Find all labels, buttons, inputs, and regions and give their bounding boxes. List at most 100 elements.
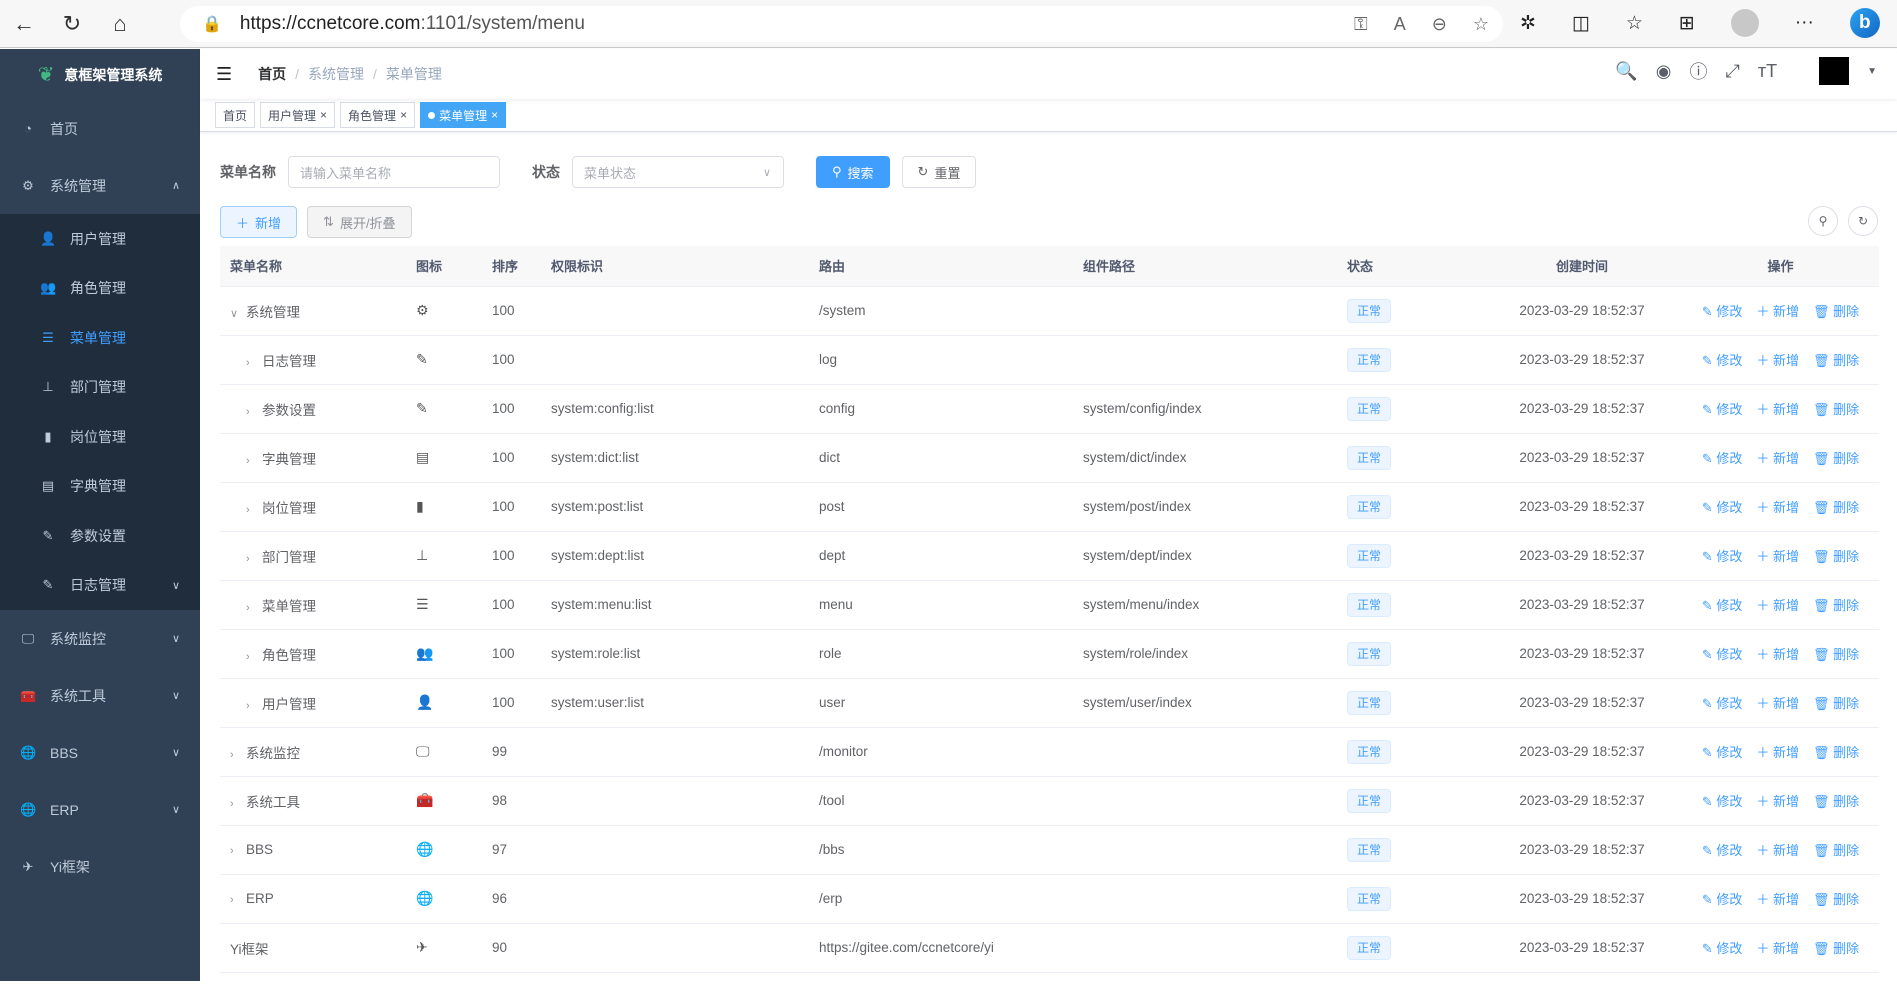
edit-button[interactable]: ✎ 修改 xyxy=(1702,402,1743,417)
question-icon[interactable]: ⓘ xyxy=(1689,62,1708,82)
sidebar-item[interactable]: ✈ Yi框架 xyxy=(0,838,200,895)
sidebar-item[interactable]: 🌐 ERP ∨ xyxy=(0,781,200,838)
favorites-icon[interactable]: ☆ xyxy=(1625,12,1643,34)
delete-button[interactable]: 🗑 删除 xyxy=(1813,941,1859,956)
close-icon[interactable]: × xyxy=(400,108,408,122)
add-child-button[interactable]: ＋ 新增 xyxy=(1756,647,1799,662)
user-avatar[interactable] xyxy=(1819,57,1850,85)
sidebar-item[interactable]: ✎ 参数设置 xyxy=(0,511,200,561)
sidebar-item[interactable]: ▤ 字典管理 xyxy=(0,462,200,512)
chevron-right-icon[interactable]: › xyxy=(246,699,250,712)
delete-button[interactable]: 🗑 删除 xyxy=(1813,304,1859,319)
home-icon[interactable]: ⌂ xyxy=(113,10,127,36)
add-child-button[interactable]: ＋ 新增 xyxy=(1756,451,1799,466)
delete-button[interactable]: 🗑 删除 xyxy=(1813,402,1859,417)
favorite-add-icon[interactable]: ☆ xyxy=(1472,13,1489,34)
refresh-button[interactable]: ↻ xyxy=(1848,206,1878,236)
read-aloud-icon[interactable]: A xyxy=(1393,13,1406,34)
edit-button[interactable]: ✎ 修改 xyxy=(1702,549,1743,564)
edit-button[interactable]: ✎ 修改 xyxy=(1702,745,1743,760)
edit-button[interactable]: ✎ 修改 xyxy=(1702,892,1743,907)
breadcrumb-home[interactable]: 首页 xyxy=(258,66,287,82)
more-icon[interactable]: ··· xyxy=(1794,12,1814,33)
sidebar-item[interactable]: 🌐 BBS ∨ xyxy=(0,724,200,781)
sidebar-item[interactable]: 🧰 系统工具 ∨ xyxy=(0,667,200,724)
chevron-right-icon[interactable]: › xyxy=(246,650,250,663)
edit-button[interactable]: ✎ 修改 xyxy=(1702,304,1743,319)
sidebar-item[interactable]: ☰ 菜单管理 xyxy=(0,313,200,363)
add-child-button[interactable]: ＋ 新增 xyxy=(1756,794,1799,809)
add-child-button[interactable]: ＋ 新增 xyxy=(1756,500,1799,515)
close-icon[interactable]: × xyxy=(491,108,499,122)
delete-button[interactable]: 🗑 删除 xyxy=(1813,500,1859,515)
delete-button[interactable]: 🗑 删除 xyxy=(1813,696,1859,711)
add-child-button[interactable]: ＋ 新增 xyxy=(1756,353,1799,368)
profile-avatar[interactable] xyxy=(1730,9,1759,37)
reset-button[interactable]: ↻ 重置 xyxy=(901,156,977,188)
chevron-down-icon[interactable]: ∨ xyxy=(230,307,239,320)
back-icon[interactable]: ← xyxy=(13,10,35,36)
add-child-button[interactable]: ＋ 新增 xyxy=(1756,304,1799,319)
toggle-search-button[interactable]: ⚲ xyxy=(1808,206,1838,236)
sidebar-item[interactable]: 👤 用户管理 xyxy=(0,214,200,264)
edit-button[interactable]: ✎ 修改 xyxy=(1702,794,1743,809)
chevron-right-icon[interactable]: › xyxy=(246,503,250,516)
bing-icon[interactable]: b xyxy=(1849,8,1880,38)
add-child-button[interactable]: ＋ 新增 xyxy=(1756,696,1799,711)
tag-1[interactable]: 用户管理 × xyxy=(260,102,336,128)
add-child-button[interactable]: ＋ 新增 xyxy=(1756,843,1799,858)
sidebar-item[interactable]: ⊥ 部门管理 xyxy=(0,363,200,413)
edit-button[interactable]: ✎ 修改 xyxy=(1702,353,1743,368)
edit-button[interactable]: ✎ 修改 xyxy=(1702,598,1743,613)
delete-button[interactable]: 🗑 删除 xyxy=(1813,451,1859,466)
sidebar-item[interactable]: ▮ 岗位管理 xyxy=(0,412,200,462)
delete-button[interactable]: 🗑 删除 xyxy=(1813,843,1859,858)
add-child-button[interactable]: ＋ 新增 xyxy=(1756,598,1799,613)
sidebar-item[interactable]: 🖵 系统监控 ∨ xyxy=(0,610,200,667)
delete-button[interactable]: 🗑 删除 xyxy=(1813,745,1859,760)
edit-button[interactable]: ✎ 修改 xyxy=(1702,941,1743,956)
zoom-out-icon[interactable]: ⊖ xyxy=(1431,13,1447,34)
sidebar-item[interactable]: ⚙ 系统管理 ∧ xyxy=(0,157,200,214)
edit-button[interactable]: ✎ 修改 xyxy=(1702,647,1743,662)
refresh-icon[interactable]: ↻ xyxy=(62,10,82,36)
sidebar-item[interactable]: 👥 角色管理 xyxy=(0,264,200,314)
split-screen-icon[interactable]: ◫ xyxy=(1571,12,1590,34)
search-button[interactable]: ⚲ 搜索 xyxy=(816,156,890,188)
fullscreen-icon[interactable]: ⤢ xyxy=(1725,60,1740,81)
tag-2[interactable]: 角色管理 × xyxy=(340,102,416,128)
delete-button[interactable]: 🗑 删除 xyxy=(1813,598,1859,613)
address-bar[interactable]: 🔒 https://ccnetcore.com:1101/system/menu… xyxy=(180,6,1503,42)
delete-button[interactable]: 🗑 删除 xyxy=(1813,549,1859,564)
add-child-button[interactable]: ＋ 新增 xyxy=(1756,892,1799,907)
status-select[interactable]: 菜单状态 ∨ xyxy=(572,156,784,188)
delete-button[interactable]: 🗑 删除 xyxy=(1813,647,1859,662)
close-icon[interactable]: × xyxy=(320,108,328,122)
chevron-right-icon[interactable]: › xyxy=(246,405,250,418)
tag-3[interactable]: 菜单管理 × xyxy=(420,102,507,128)
delete-button[interactable]: 🗑 删除 xyxy=(1813,794,1859,809)
edit-button[interactable]: ✎ 修改 xyxy=(1702,451,1743,466)
github-icon[interactable]: ◉ xyxy=(1655,60,1672,81)
edit-button[interactable]: ✎ 修改 xyxy=(1702,696,1743,711)
edit-button[interactable]: ✎ 修改 xyxy=(1702,500,1743,515)
caret-down-icon[interactable]: ▼ xyxy=(1867,65,1877,77)
expand-collapse-button[interactable]: ⇅ 展开/折叠 xyxy=(307,206,412,238)
add-child-button[interactable]: ＋ 新增 xyxy=(1756,745,1799,760)
add-child-button[interactable]: ＋ 新增 xyxy=(1756,402,1799,417)
chevron-right-icon[interactable]: › xyxy=(246,552,250,565)
search-icon[interactable]: 🔍 xyxy=(1615,60,1638,81)
chevron-right-icon[interactable]: › xyxy=(246,601,250,614)
chevron-right-icon[interactable]: › xyxy=(246,356,250,369)
chevron-right-icon[interactable]: › xyxy=(230,845,234,857)
sidebar-item[interactable]: ✎ 日志管理 ∨ xyxy=(0,561,200,611)
add-child-button[interactable]: ＋ 新增 xyxy=(1756,549,1799,564)
extensions-icon[interactable]: ✲ xyxy=(1520,12,1536,34)
menu-name-input[interactable]: 请输入菜单名称 xyxy=(288,156,500,188)
chevron-right-icon[interactable]: › xyxy=(246,454,250,467)
add-button[interactable]: ＋ 新增 xyxy=(220,206,298,238)
tag-0[interactable]: 首页 xyxy=(215,102,256,128)
chevron-right-icon[interactable]: › xyxy=(230,797,234,810)
delete-button[interactable]: 🗑 删除 xyxy=(1813,353,1859,368)
hamburger-icon[interactable]: ☰ xyxy=(216,63,233,84)
